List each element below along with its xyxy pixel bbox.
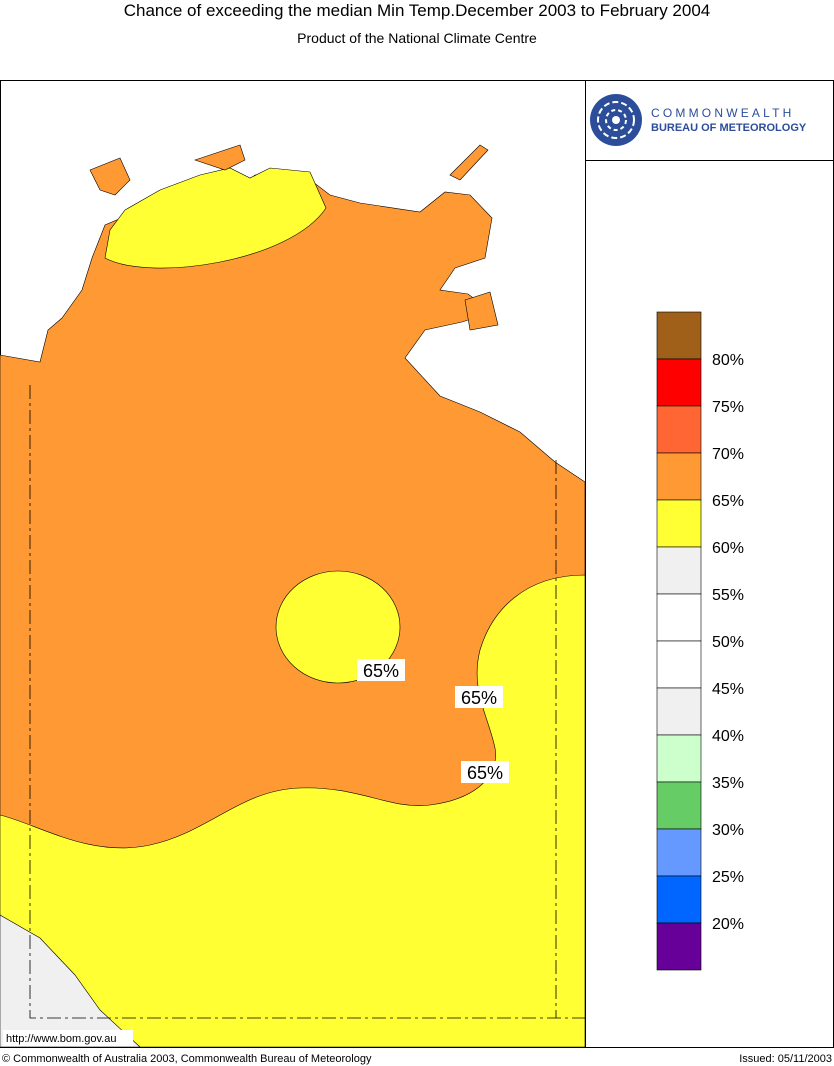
contour-label: 65%	[461, 688, 497, 708]
yellow-region-centre	[275, 570, 401, 684]
state-borders	[29, 385, 585, 1019]
legend-swatch	[656, 499, 702, 548]
legend-label: 70%	[712, 446, 744, 463]
legend-swatch	[656, 687, 702, 736]
legend-swatch	[656, 875, 702, 924]
legend-label: 80%	[712, 352, 744, 369]
subtitle: Product of the National Climate Centre	[297, 30, 537, 46]
legend-label: 65%	[712, 493, 744, 510]
logo-icon	[590, 94, 642, 146]
logo-centre	[612, 116, 620, 124]
yellow-region-south	[0, 574, 586, 1048]
map-area: 65% 65% 65% http://www.bom.gov.au	[0, 80, 586, 1048]
legend-swatch	[656, 593, 702, 642]
legend-label: 50%	[712, 634, 744, 651]
legend-label: 35%	[712, 775, 744, 792]
copyright: © Commonwealth of Australia 2003, Common…	[2, 1053, 372, 1065]
title: Chance of exceeding the median Min Temp.…	[124, 1, 711, 20]
contour-label: 65%	[467, 763, 503, 783]
legend-label: 20%	[712, 916, 744, 933]
gray-region	[0, 914, 141, 1048]
url-bg	[3, 1030, 133, 1046]
legend-swatch	[656, 734, 702, 783]
contour-label-bg	[357, 659, 405, 681]
legend-swatch	[656, 828, 702, 877]
legend-label: 45%	[712, 681, 744, 698]
logo-line1: COMMONWEALTH	[651, 106, 795, 120]
contour-label-bg	[461, 761, 509, 783]
side-panel: COMMONWEALTH BUREAU OF METEOROLOGY 80% 75…	[585, 80, 834, 1048]
legend-swatch	[656, 546, 702, 595]
contour-label: 65%	[363, 661, 399, 681]
legend-swatch	[656, 640, 702, 689]
legend-label: 40%	[712, 728, 744, 745]
legend-label: 75%	[712, 399, 744, 416]
logo-line2: BUREAU OF METEOROLOGY	[651, 122, 807, 134]
legend-swatch	[656, 311, 702, 360]
issued: Issued: 05/11/2003	[739, 1053, 832, 1065]
yellow-region-north	[104, 167, 327, 269]
legend-swatch	[656, 405, 702, 454]
logo-swirl	[605, 109, 627, 131]
legend-swatch	[656, 452, 702, 501]
url: http://www.bom.gov.au	[6, 1033, 116, 1045]
legend-label: 30%	[712, 822, 744, 839]
legend-label: 60%	[712, 540, 744, 557]
legend-swatch	[656, 781, 702, 830]
legend-label: 25%	[712, 869, 744, 886]
legend: 80% 75% 70% 65% 60% 55% 50% 45% 40% 35% 30% 25% 20%	[656, 311, 744, 971]
legend-label: 55%	[712, 587, 744, 604]
logo-swirl	[597, 101, 635, 139]
panel-frame	[585, 80, 834, 1048]
legend-swatch	[656, 358, 702, 407]
contour-label-bg	[455, 686, 503, 708]
islands	[89, 144, 499, 331]
legend-swatch	[656, 922, 702, 971]
